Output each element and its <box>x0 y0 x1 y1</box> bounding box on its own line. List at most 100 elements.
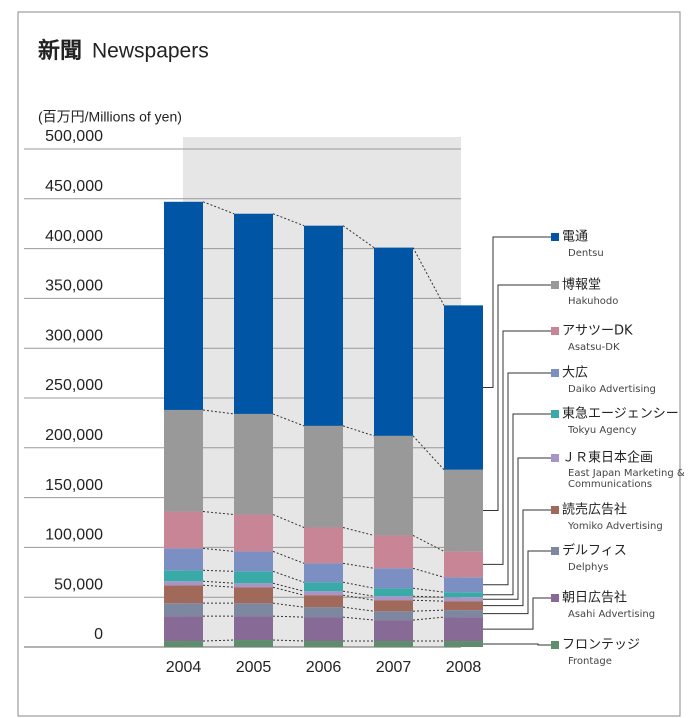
bar-segment <box>164 603 203 617</box>
chart-title: 新聞 <box>38 38 82 64</box>
legend-label-en: Communications <box>568 479 652 490</box>
leader-line <box>483 643 551 646</box>
bar-segment <box>374 435 413 536</box>
bar-segment <box>304 617 343 642</box>
bar-segment <box>234 551 273 572</box>
bar-segment <box>164 201 203 410</box>
bar-segment <box>234 213 273 414</box>
bar-segment <box>444 551 483 578</box>
bar-segment <box>304 591 343 596</box>
y-tick-label: 0 <box>94 626 103 643</box>
leader-line <box>483 330 551 565</box>
legend-label: フロンテッジ <box>562 638 640 653</box>
bar-segment <box>234 583 273 588</box>
connector <box>272 514 305 528</box>
bar-segment <box>164 616 203 642</box>
bar-segment <box>304 425 343 528</box>
legend-label-en: Frontage <box>568 656 612 667</box>
bar-segment <box>444 641 483 647</box>
y-tick-label: 350,000 <box>45 278 103 295</box>
legend-label-en: Yomiko Advertising <box>567 521 663 532</box>
bar-segment <box>304 641 343 647</box>
bar-segment <box>374 588 413 597</box>
connector <box>412 247 445 306</box>
connector <box>202 409 235 415</box>
connector <box>272 570 305 583</box>
bar-segment <box>304 563 343 583</box>
legend-swatch <box>551 594 559 602</box>
legend-label: ＪＲ東日本企画 <box>562 450 653 466</box>
connector <box>412 609 445 612</box>
legend-label-en: Asatsu-DK <box>568 342 620 353</box>
legend-swatch <box>551 547 559 555</box>
bar-segment <box>234 616 273 641</box>
bar-segment <box>234 603 273 617</box>
connector <box>202 584 235 588</box>
legend-label: 電通 <box>562 230 588 245</box>
connector <box>272 213 305 227</box>
bar-segment <box>304 225 343 426</box>
bar-segment <box>444 601 483 611</box>
chart-subtitle: Newspapers <box>92 40 209 63</box>
connector <box>202 639 235 642</box>
bar-segment <box>444 617 483 642</box>
x-tick-label: 2006 <box>306 659 342 676</box>
connector <box>342 581 375 589</box>
legend-swatch <box>551 369 559 377</box>
y-tick-label: 250,000 <box>45 377 103 394</box>
connector <box>412 616 445 621</box>
legend-swatch <box>551 641 559 649</box>
bar-segment <box>164 641 203 647</box>
connector <box>412 595 445 598</box>
connector <box>272 615 305 618</box>
bar-segment <box>444 469 483 552</box>
connector <box>412 587 445 593</box>
bar-segment <box>304 595 343 608</box>
bar-segment <box>164 585 203 604</box>
y-tick-label: 100,000 <box>45 527 103 544</box>
legend-swatch <box>551 327 559 335</box>
legend-label: 読売広告社 <box>562 502 627 518</box>
bar-segment <box>374 535 413 569</box>
connector <box>202 580 235 584</box>
legend-swatch <box>551 506 559 514</box>
leader-line <box>483 457 551 600</box>
legend-swatch <box>551 281 559 289</box>
connector <box>342 562 375 569</box>
legend-label: アサツーDK <box>562 324 633 339</box>
legend-label: 朝日広告社 <box>562 590 627 606</box>
legend-label-en: Tokyu Agency <box>567 425 637 436</box>
frame <box>17 11 681 717</box>
leader-line <box>483 550 551 615</box>
connector <box>342 594 375 601</box>
y-tick-label: 400,000 <box>45 228 103 245</box>
bar-segment <box>234 571 273 584</box>
bar-segment <box>164 548 203 571</box>
connector <box>412 535 445 552</box>
bar-segment <box>444 610 483 618</box>
bar-segment <box>304 582 343 592</box>
legend-swatch <box>551 454 559 462</box>
leader-line <box>483 413 551 596</box>
bar-segment <box>374 568 413 589</box>
bar-segment <box>444 597 483 602</box>
bar-segment <box>374 620 413 642</box>
connector <box>272 550 305 564</box>
bar-segment <box>234 413 273 515</box>
y-tick-label: 300,000 <box>45 327 103 344</box>
leader-line <box>483 284 551 512</box>
legend-swatch <box>551 233 559 241</box>
unit-label: (百万円/Millions of yen) <box>38 109 182 125</box>
y-tick-label: 50,000 <box>54 576 103 593</box>
bar-segment <box>164 570 203 582</box>
connector <box>342 616 375 621</box>
legend-label-en: East Japan Marketing & <box>568 468 685 479</box>
legend-label-en: Daiko Advertising <box>568 384 656 395</box>
bar-segment <box>234 640 273 647</box>
y-tick-label: 450,000 <box>45 178 103 195</box>
legend-label: 大広 <box>562 366 588 381</box>
bar-segment <box>444 577 483 593</box>
connector <box>272 602 305 608</box>
bar-segment <box>234 587 273 604</box>
connector <box>412 567 445 578</box>
